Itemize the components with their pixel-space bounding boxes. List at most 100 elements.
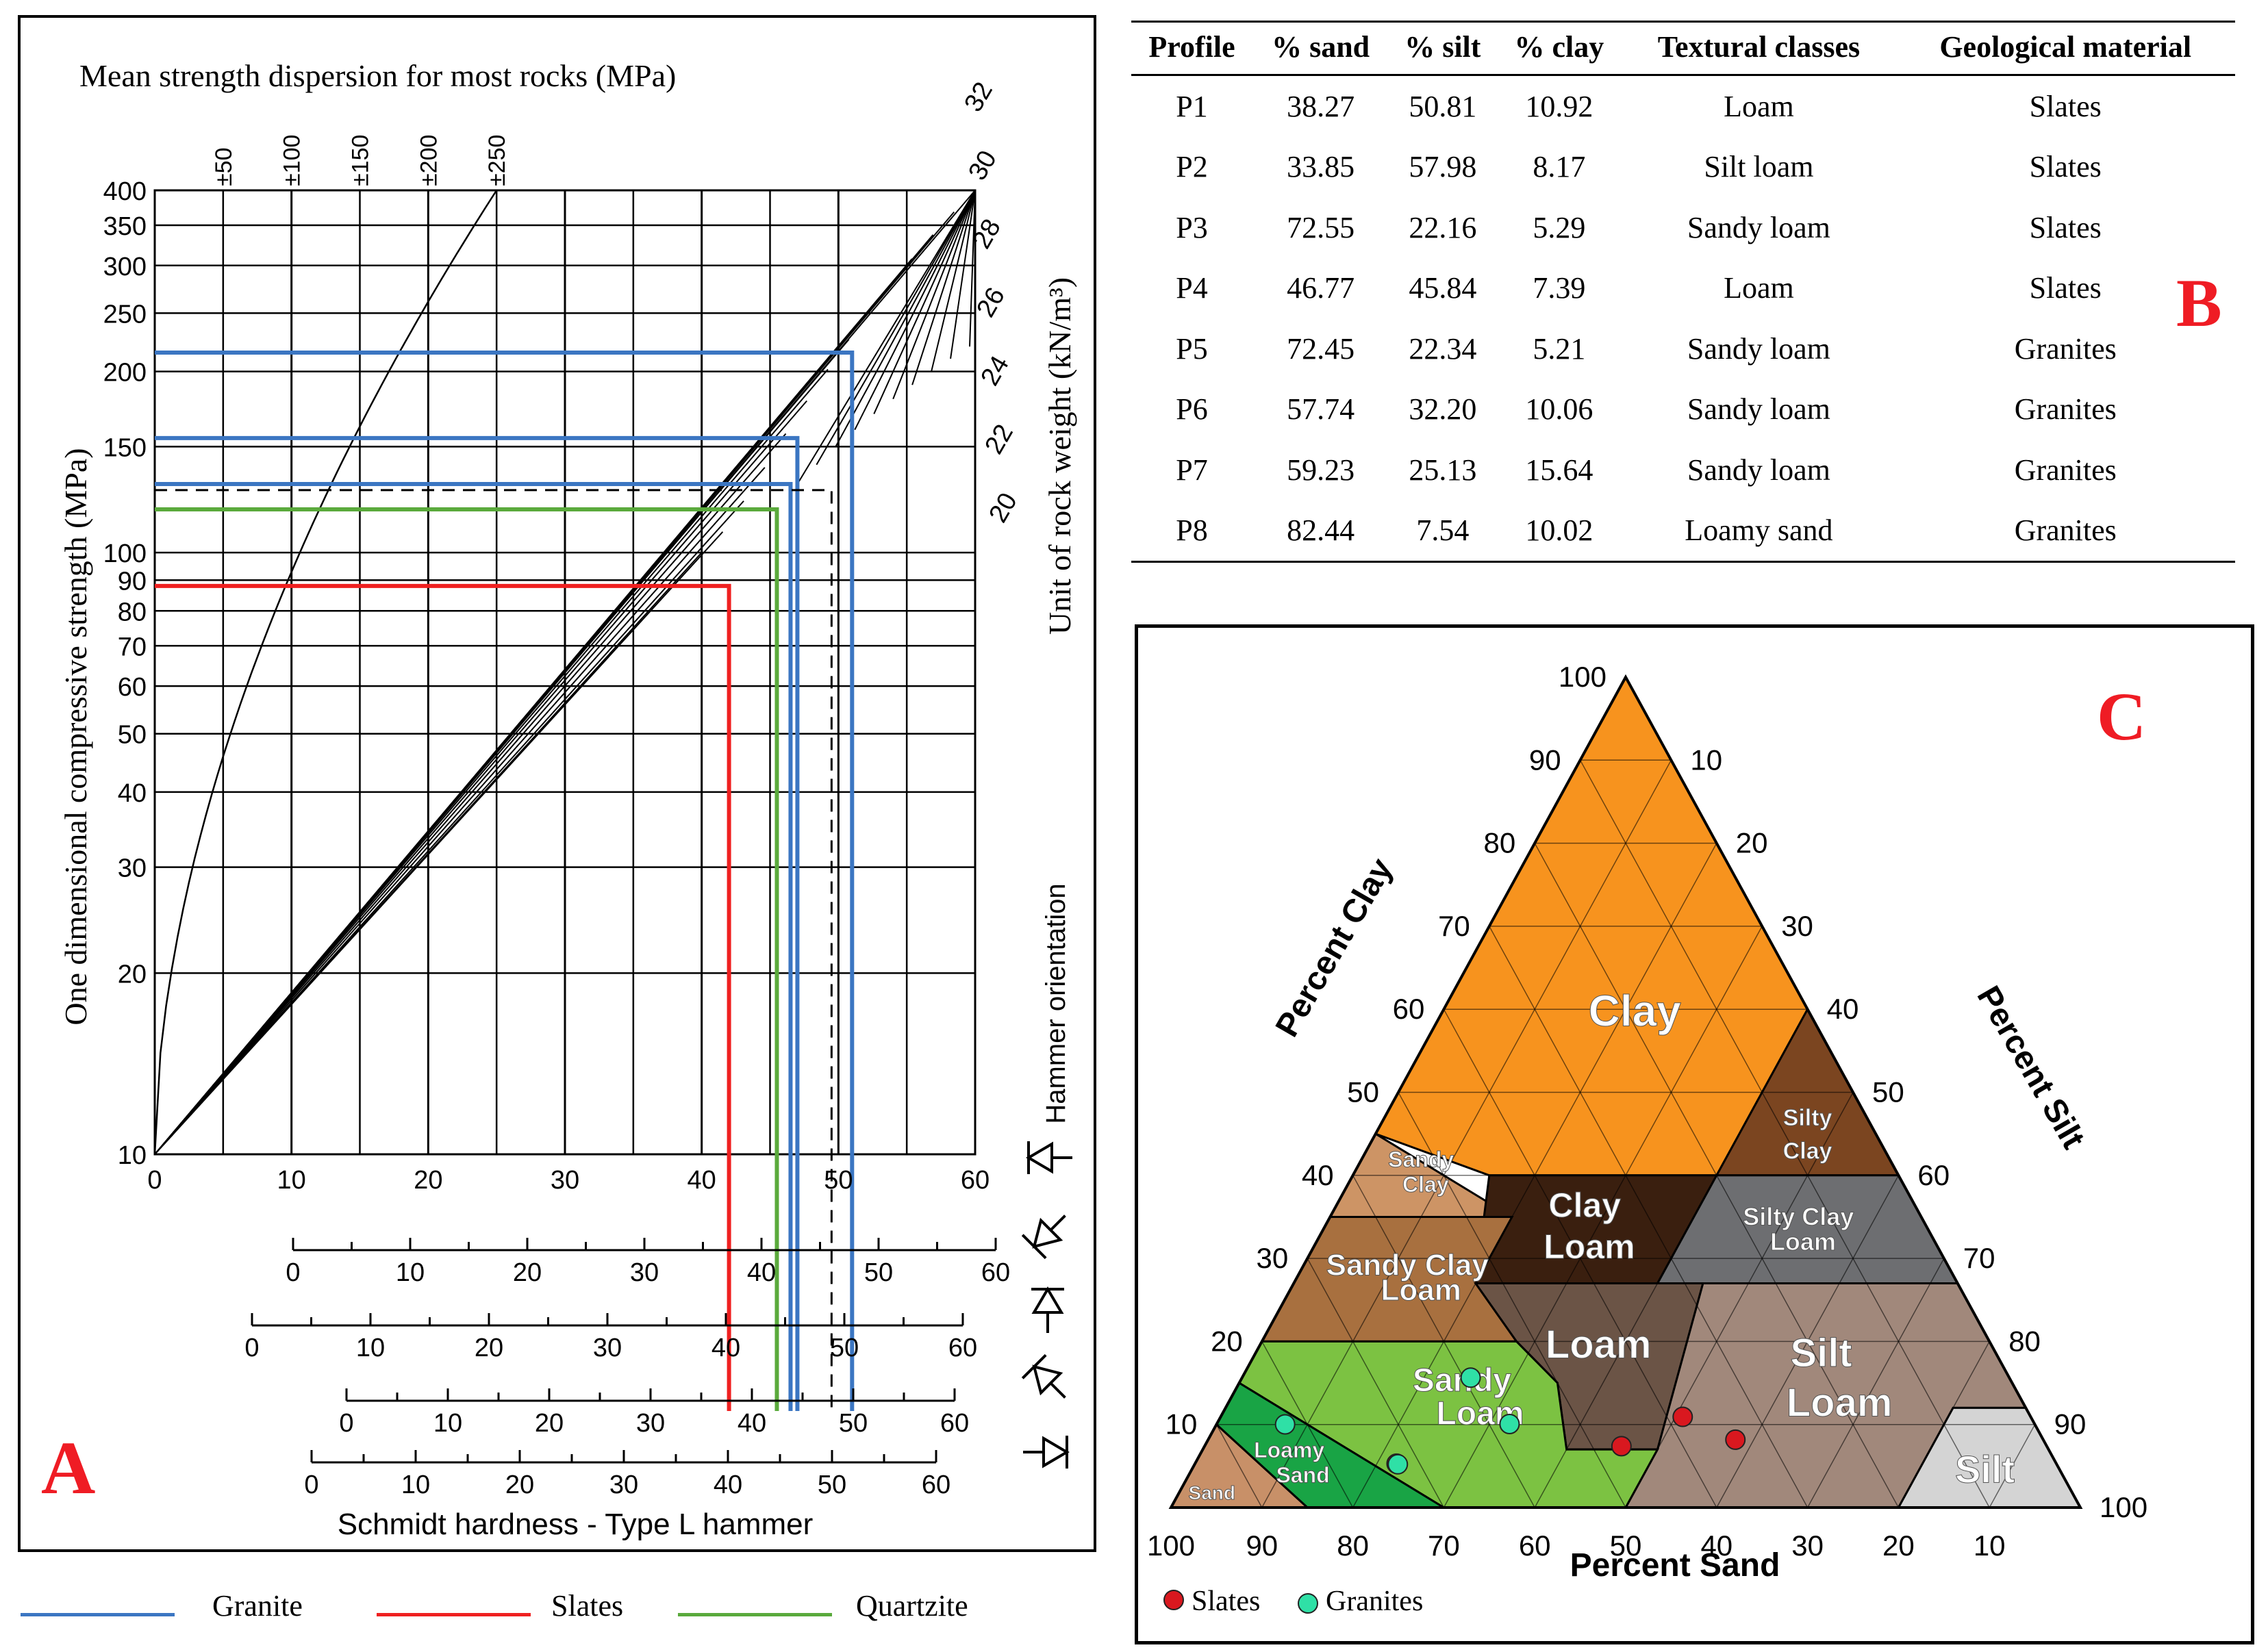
reading-line-granite xyxy=(155,350,855,1411)
sand-tick-label: 20 xyxy=(1882,1529,1915,1562)
legend-slates-marker xyxy=(1163,1590,1184,1610)
cell-sand: 59.23 xyxy=(1287,453,1355,487)
soil-data-table: Profile % sand % silt % clay Textural cl… xyxy=(1131,21,2235,563)
hammer-orientation-label: Hammer orientation xyxy=(1041,883,1071,1123)
header-textural: Textural classes xyxy=(1622,21,1896,76)
dispersion-tick-label: ±200 xyxy=(416,135,442,186)
weight-hatch-line xyxy=(796,190,976,485)
silt-tick-label: 90 xyxy=(2054,1408,2087,1440)
x-tick-label: 40 xyxy=(688,1166,716,1195)
grid-line-silt xyxy=(1625,1092,1854,1508)
cell-silt: 57.98 xyxy=(1409,150,1477,184)
dispersion-tick-label: ±50 xyxy=(211,148,237,186)
cell-silt: 45.84 xyxy=(1409,271,1477,305)
hammer-arrow-shape xyxy=(1031,1286,1064,1333)
scale-tick-label: 0 xyxy=(244,1334,259,1362)
scale-tick-label: 60 xyxy=(981,1258,1010,1287)
panel-letter-c: C xyxy=(2097,678,2147,754)
weight-label: 20 xyxy=(983,488,1023,528)
cell-clay: 10.02 xyxy=(1496,500,1622,563)
cell-profile: P2 xyxy=(1176,150,1208,184)
sample-point-slates xyxy=(1725,1429,1746,1450)
sand-tick-label: 50 xyxy=(1610,1529,1642,1562)
scale-tick-label: 50 xyxy=(864,1258,893,1287)
clay-tick-label: 10 xyxy=(1166,1408,1198,1440)
scale-tick-label: 60 xyxy=(948,1334,977,1362)
scale-tick-label: 40 xyxy=(711,1334,740,1362)
cell-sand: 38.27 xyxy=(1287,89,1355,123)
sand-tick-label: 30 xyxy=(1791,1529,1824,1562)
silt-tick-label: 10 xyxy=(1690,744,1722,776)
scale-tick-label: 20 xyxy=(505,1471,534,1499)
cell-silt: 22.16 xyxy=(1409,210,1477,244)
grid-line-silt xyxy=(1716,1175,1900,1508)
cell-sand: 82.44 xyxy=(1252,500,1389,563)
silt-tick-label: 70 xyxy=(1963,1242,1995,1274)
hammer-arrow-shape xyxy=(1021,1354,1066,1399)
legend-slates-label: Slates xyxy=(551,1589,624,1623)
grid-line-silt xyxy=(1989,1424,2036,1508)
y-tick-label: 50 xyxy=(118,721,147,750)
table-row: P5 72.45 22.34 5.21 Sandy loam Granites xyxy=(1131,318,2235,379)
weight-label: 26 xyxy=(971,283,1011,322)
scale-tick-label: 50 xyxy=(818,1471,846,1499)
legend-quartzite-swatch xyxy=(678,1613,832,1616)
table-row: P3 72.55 22.16 5.29 Sandy loam Slates xyxy=(1131,197,2235,258)
cell-geological-material: Slates xyxy=(2029,150,2102,184)
hammer-arrow-shape xyxy=(1021,1215,1066,1260)
region-label: Loam xyxy=(1381,1273,1461,1307)
cell-sand: 33.85 xyxy=(1287,150,1355,184)
weight-label: 30 xyxy=(963,146,1003,186)
grid-line-sand xyxy=(1307,1258,1445,1508)
y-tick-label: 200 xyxy=(103,359,147,387)
y-tick-label: 60 xyxy=(118,673,147,702)
silt-tick-label: 40 xyxy=(1827,993,1859,1025)
hammer-arrow-icon xyxy=(1023,1436,1070,1469)
clay-tick-label: 90 xyxy=(1529,744,1561,776)
sand-tick-label: 40 xyxy=(1700,1529,1732,1562)
y-tick-label: 70 xyxy=(118,633,147,661)
plot-frame xyxy=(153,189,977,1156)
region-label: Loam xyxy=(1787,1381,1893,1425)
scale-tick-label: 50 xyxy=(839,1409,868,1438)
sample-point-granites xyxy=(1499,1413,1520,1434)
scale-tick-label: 0 xyxy=(339,1409,353,1438)
hammer-arrow-shape xyxy=(1023,1436,1070,1469)
cell-clay: 8.17 xyxy=(1533,150,1586,184)
region-label: Clay xyxy=(1402,1172,1449,1197)
header-profile: Profile xyxy=(1131,21,1253,76)
grid-line-sand xyxy=(1398,1092,1626,1508)
clay-tick-label: 80 xyxy=(1483,827,1515,859)
cell-geological-material: Granites xyxy=(2014,392,2117,427)
sand-tick-label: 70 xyxy=(1428,1529,1460,1562)
cell-profile: P6 xyxy=(1176,392,1208,427)
cell-silt: 50.81 xyxy=(1409,89,1477,123)
header-sand: % sand xyxy=(1252,21,1389,76)
grid-line-silt xyxy=(1898,1341,1990,1508)
weight-hatch-line xyxy=(931,190,976,372)
scale-tick-label: 10 xyxy=(356,1334,385,1362)
region-label: Loam xyxy=(1546,1323,1652,1367)
weight-hatch-line xyxy=(969,190,976,347)
cell-textural-class: Loam xyxy=(1724,271,1794,305)
x-tick-label: 20 xyxy=(414,1166,442,1195)
legend-slates-swatch xyxy=(377,1613,531,1616)
scale-tick-label: 50 xyxy=(830,1334,859,1362)
legend-quartzite-label: Quartzite xyxy=(856,1589,968,1623)
triangle-grid xyxy=(1168,674,2083,1509)
weight-hatch-line xyxy=(873,190,976,415)
scale-tick-label: 10 xyxy=(433,1409,462,1438)
sample-point-granites xyxy=(1274,1414,1296,1435)
sand-tick-label: 90 xyxy=(1246,1529,1278,1562)
percent-clay-label: Percent Clay xyxy=(1269,852,1400,1043)
dispersion-tick-label: ±250 xyxy=(484,135,510,186)
table-row: P2 33.85 57.98 8.17 Silt loam Slates xyxy=(1131,137,2235,198)
cell-geological-material: Granites xyxy=(2014,453,2117,487)
weight-hatch-line xyxy=(854,190,976,431)
hammer-arrow-icon xyxy=(1021,1354,1066,1399)
x-tick-labels: 0 10 20 30 40 50 60 xyxy=(147,1166,990,1195)
region-label: Sandy xyxy=(1388,1147,1454,1172)
sample-point-slates xyxy=(1611,1436,1632,1457)
dispersion-tick-labels: ±50 ±100 ±150 ±200 ±250 xyxy=(211,135,510,186)
